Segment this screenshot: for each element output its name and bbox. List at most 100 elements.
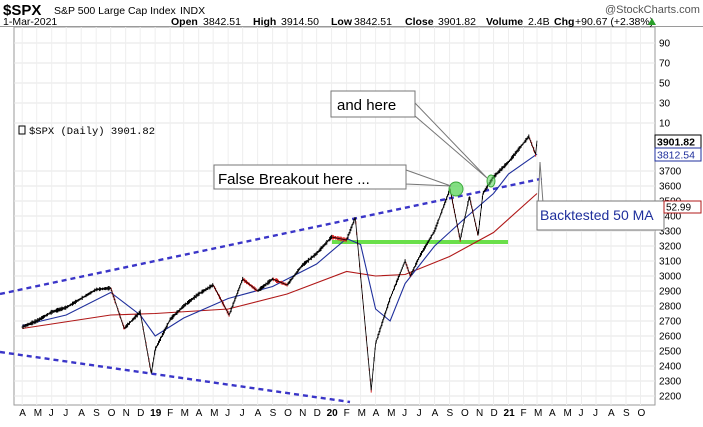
x-tick-label: A (432, 408, 439, 419)
y-tick-label: 3200 (659, 242, 682, 253)
close-label: Close (405, 16, 434, 28)
ma50-badge (654, 147, 702, 162)
exchange: INDX (180, 5, 205, 17)
y-axis: 9070503010370036003500340033003200310030… (659, 39, 682, 403)
y-tick-label: 2800 (659, 302, 682, 313)
y-tick-label: 3700 (659, 167, 682, 178)
x-tick-label: O (637, 408, 645, 419)
ma200-badge-text: 52.99 (666, 203, 691, 214)
x-tick-label: M (564, 408, 572, 419)
x-tick-label: 21 (504, 408, 516, 419)
price-line (22, 135, 538, 391)
y-tick-label: 30 (659, 99, 671, 110)
x-tick-label: S (623, 408, 630, 419)
y-tick-label: 2200 (659, 392, 682, 403)
ma50-badge-text: 3812.54 (657, 150, 695, 162)
x-tick-label: A (373, 408, 380, 419)
x-tick-label: M (181, 408, 189, 419)
x-tick-label: F (167, 408, 173, 419)
close-badge-text: 3901.82 (657, 137, 695, 149)
price-bars (21, 134, 538, 393)
x-tick-label: M (210, 408, 218, 419)
open-value: 3842.51 (203, 16, 241, 28)
x-tick-label: F (344, 408, 350, 419)
x-tick-label: N (299, 408, 306, 419)
chg-up-arrow-icon (648, 18, 656, 25)
y-tick-label: 2900 (659, 287, 682, 298)
x-axis: A M J J A S O N D 19 F M A M J J A S O N D 20 F M A M J J A S O N D 21 F M A… (19, 408, 645, 419)
y-tick-label: 3100 (659, 257, 682, 268)
low-value: 3842.51 (354, 16, 392, 28)
y-tick-label: 2300 (659, 377, 682, 388)
y-tick-label: 3300 (659, 227, 682, 238)
x-tick-label: J (225, 408, 230, 419)
x-tick-label: M (387, 408, 395, 419)
watermark: @StockCharts.com (605, 4, 700, 16)
low-label: Low (331, 16, 353, 28)
y-tick-label: 70 (659, 59, 671, 70)
x-tick-label: J (240, 408, 245, 419)
y-tick-label: 3400 (659, 212, 682, 223)
x-tick-label: A (19, 408, 26, 419)
y-tick-label: 10 (659, 119, 671, 130)
close-value: 3901.82 (438, 16, 476, 28)
and-here-text: and here (337, 97, 396, 114)
x-tick-label: N (123, 408, 130, 419)
x-tick-label: O (284, 408, 292, 419)
y-tick-label: 3000 (659, 272, 682, 283)
x-tick-label: A (608, 408, 615, 419)
y-tick-label: 50 (659, 79, 671, 90)
y-tick-label: 2400 (659, 362, 682, 373)
lower-trendline (0, 350, 351, 404)
y-tick-label: 90 (659, 39, 671, 50)
x-tick-label: S (447, 408, 454, 419)
x-tick-label: A (196, 408, 203, 419)
x-tick-label: D (314, 408, 321, 419)
x-tick-label: S (93, 408, 100, 419)
volume-label: Volume (486, 16, 523, 28)
y-tick-label: 2600 (659, 332, 682, 343)
x-tick-label: D (137, 408, 144, 419)
x-tick-label: J (49, 408, 54, 419)
x-tick-label: 19 (150, 408, 162, 419)
breakout-marker-1 (448, 181, 464, 197)
legend-swatch-icon (18, 125, 26, 135)
backtested-box (536, 200, 665, 231)
x-tick-label: J (417, 408, 422, 419)
x-tick-label: F (521, 408, 527, 419)
false-breakout-text: False Breakout here ... (218, 171, 370, 188)
x-tick-label: O (461, 408, 469, 419)
backtested-text: Backtested 50 MA (540, 207, 654, 223)
x-tick-label: N (476, 408, 483, 419)
x-tick-label: M (358, 408, 366, 419)
and-here-box (330, 90, 416, 118)
x-tick-label: M (34, 408, 42, 419)
y-tick-label: 2700 (659, 317, 682, 328)
x-tick-label: J (63, 408, 68, 419)
breakout-marker-2 (486, 174, 496, 188)
x-tick-label: A (255, 408, 262, 419)
x-tick-label: J (593, 408, 598, 419)
x-tick-label: A (549, 408, 556, 419)
x-tick-label: S (270, 408, 277, 419)
high-label: High (253, 16, 276, 28)
x-tick-label: 20 (327, 408, 339, 419)
y-tick-label: 2500 (659, 347, 682, 358)
ma200-badge (663, 200, 702, 214)
upper-trendline (0, 176, 546, 296)
open-label: Open (171, 16, 198, 28)
x-tick-label: J (579, 408, 584, 419)
description: S&P 500 Large Cap Index (54, 5, 177, 17)
symbol: $SPX (3, 2, 41, 19)
false-breakout-box (213, 164, 407, 190)
x-tick-label: J (402, 408, 407, 419)
x-tick-label: D (491, 408, 498, 419)
chg-label: Chg (554, 16, 574, 28)
legend-label: $SPX (Daily) 3901.82 (29, 126, 155, 138)
y-tick-label: 3600 (659, 182, 682, 193)
x-tick-label: O (108, 408, 116, 419)
high-value: 3914.50 (281, 16, 319, 28)
chg-value: +90.67 (+2.38%) (575, 16, 653, 28)
